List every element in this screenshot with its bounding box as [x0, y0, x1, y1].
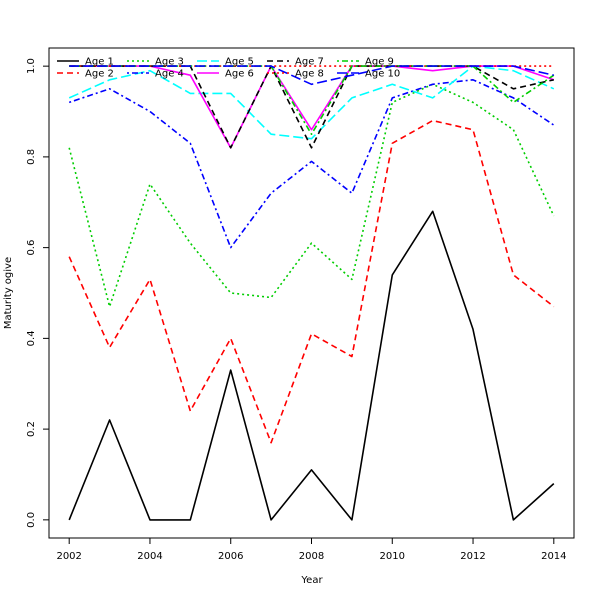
legend-label: Age 6 [225, 69, 254, 80]
legend-item-age-3: Age 3 [127, 57, 184, 68]
legend-label: Age 2 [85, 69, 114, 80]
y-axis: 0.0 0.2 0.4 0.6 0.8 1.0 [26, 58, 50, 528]
legend-item-age-8: Age 8 [267, 69, 324, 80]
y-tick-label: 0.0 [26, 512, 37, 528]
legend-label: Age 7 [295, 57, 324, 68]
legend-label: Age 3 [155, 57, 184, 68]
x-axis: 2002 2004 2006 2008 2010 2012 2014 [56, 537, 567, 562]
legend-label: Age 10 [365, 69, 400, 80]
legend-item-age-1: Age 1 [57, 57, 114, 68]
x-tick-label: 2008 [299, 551, 324, 562]
x-tick-label: 2010 [380, 551, 405, 562]
series-line-age-3 [68, 83, 555, 308]
legend-item-age-10: Age 10 [337, 69, 400, 80]
x-tick-label: 2002 [56, 551, 81, 562]
x-axis-title: Year [300, 575, 323, 586]
x-tick-label: 2004 [137, 551, 162, 562]
x-tick-label: 2006 [218, 551, 243, 562]
legend-item-age-9: Age 9 [337, 57, 394, 68]
y-tick-label: 0.4 [26, 330, 37, 346]
series-line-age-2 [68, 119, 555, 444]
y-tick-label: 1.0 [26, 58, 37, 74]
legend-item-age-5: Age 5 [197, 57, 254, 68]
legend-item-age-6: Age 6 [197, 69, 254, 80]
legend-label: Age 8 [295, 69, 324, 80]
series-line-age-4 [68, 79, 555, 249]
legend-item-age-2: Age 2 [57, 69, 114, 80]
series-line-age-10 [69, 65, 554, 86]
x-tick-label: 2014 [541, 551, 566, 562]
legend-label: Age 5 [225, 57, 254, 68]
y-tick-label: 0.2 [26, 421, 37, 437]
legend-label: Age 4 [155, 69, 184, 80]
legend-label: Age 1 [85, 57, 114, 68]
series-line-age-1 [68, 210, 555, 521]
legend-item-age-7: Age 7 [267, 57, 324, 68]
legend-label: Age 9 [365, 57, 394, 68]
y-tick-label: 0.6 [26, 240, 37, 256]
y-axis-title: Maturity ogive [3, 257, 14, 329]
x-tick-label: 2012 [460, 551, 485, 562]
series-lines [68, 65, 555, 521]
y-tick-label: 0.8 [26, 149, 37, 165]
legend-item-age-4: Age 4 [127, 69, 184, 80]
